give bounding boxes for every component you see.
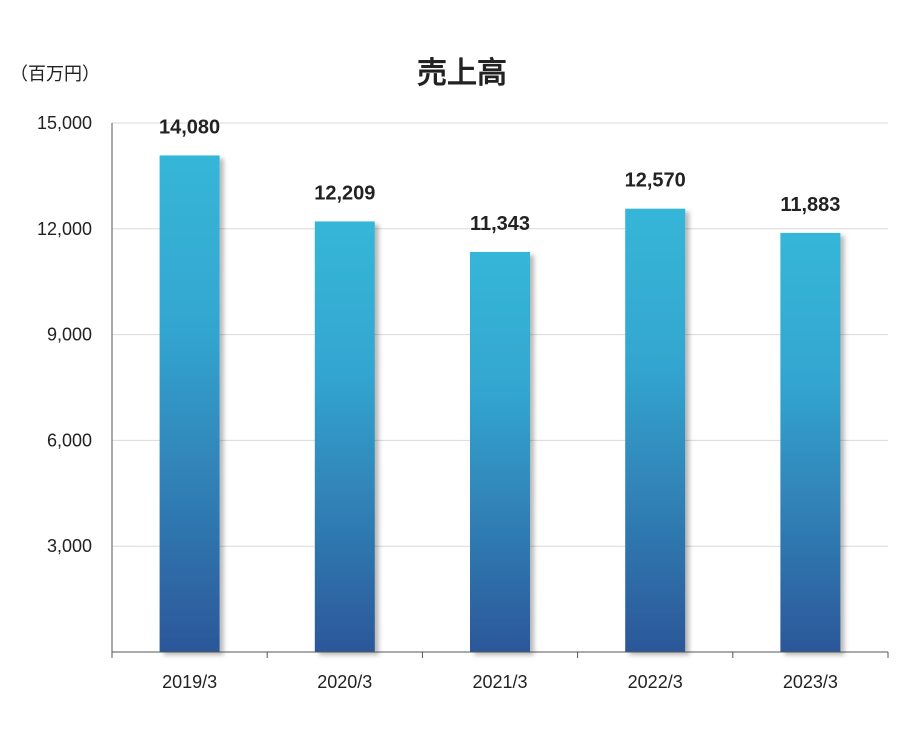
x-tick-label: 2023/3 [783,672,838,692]
x-tick-label: 2020/3 [317,672,372,692]
y-axis-ticks: 3,000 6,000 9,000 12,000 15,000 [37,113,92,556]
axes [111,123,889,658]
data-label: 12,209 [314,182,375,204]
x-tick-label: 2022/3 [628,672,683,692]
data-label: 11,883 [780,194,840,216]
data-label: 12,570 [625,170,686,192]
bar [159,155,220,653]
x-axis-categories: 2019/3 2020/3 2021/3 2022/3 2023/3 [162,672,838,692]
bars [159,155,841,653]
y-tick-label: 6,000 [47,430,92,450]
bar [314,221,375,652]
x-tick-label: 2019/3 [162,672,217,692]
y-tick-label: 15,000 [37,113,92,133]
y-tick-label: 9,000 [47,325,92,345]
data-label: 11,343 [470,213,530,235]
chart-title: 売上高 [417,56,507,91]
y-tick-label: 12,000 [37,219,92,239]
y-axis-unit-label: （百万円） [10,64,100,85]
x-tick-label: 2021/3 [472,672,527,692]
value-labels: 14,080 12,209 11,343 12,570 11,883 [159,116,840,235]
y-tick-label: 3,000 [47,536,92,556]
bar [780,232,841,652]
bar [625,208,686,652]
bar [470,251,530,652]
data-label: 14,080 [159,116,220,138]
